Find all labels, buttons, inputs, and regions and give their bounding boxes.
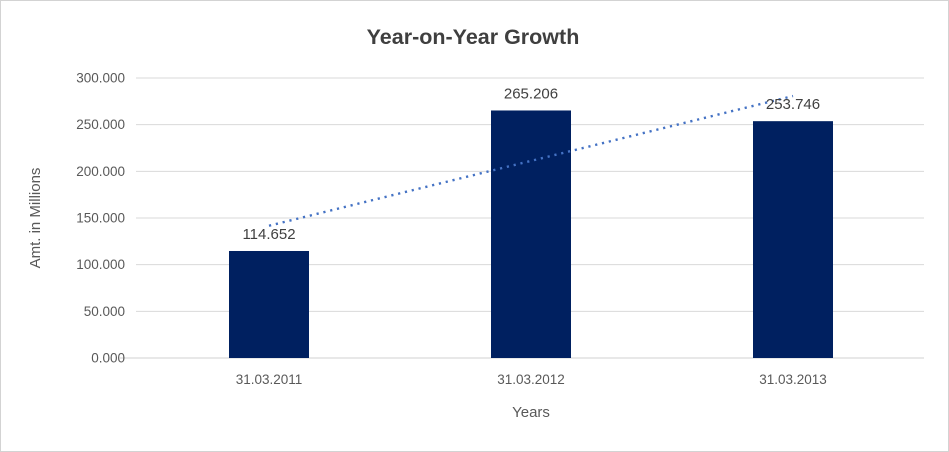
y-tick-label: 250.000 bbox=[76, 117, 125, 132]
bar-31.03.2011 bbox=[228, 250, 309, 358]
y-tick-label: 0.000 bbox=[91, 350, 125, 365]
x-tick-label: 31.03.2011 bbox=[235, 372, 302, 387]
chart-title: Year-on-Year Growth bbox=[366, 25, 579, 49]
y-tick-label: 200.000 bbox=[76, 163, 125, 178]
data-label: 265.206 bbox=[503, 85, 557, 102]
data-label: 253.746 bbox=[765, 96, 819, 113]
x-tick-label: 31.03.2013 bbox=[759, 372, 827, 387]
y-tick-label: 300.000 bbox=[76, 70, 125, 85]
y-tick-label: 100.000 bbox=[76, 257, 125, 272]
bar-31.03.2013 bbox=[752, 120, 833, 358]
x-tick-label: 31.03.2012 bbox=[497, 372, 565, 387]
trendline bbox=[268, 94, 793, 227]
y-tick-label: 50.000 bbox=[83, 303, 124, 318]
x-axis-title: Years bbox=[512, 404, 550, 421]
bar-31.03.2012 bbox=[490, 109, 571, 358]
data-label: 114.652 bbox=[242, 225, 295, 242]
y-axis-title: Amt. in Millions bbox=[27, 167, 44, 268]
y-tick-label: 150.000 bbox=[76, 210, 125, 225]
